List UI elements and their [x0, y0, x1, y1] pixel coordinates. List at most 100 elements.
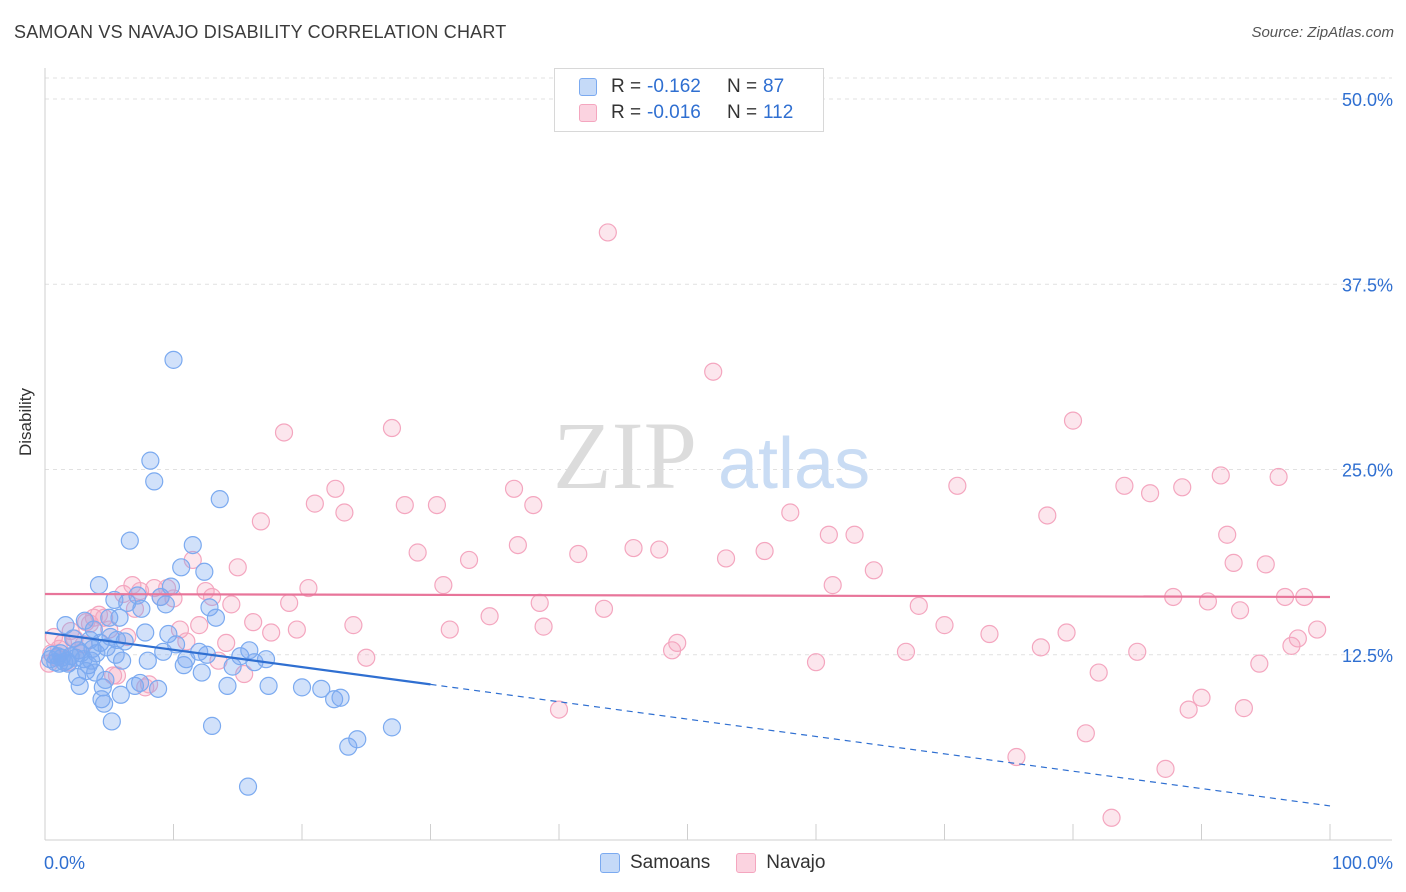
- data-point-navajo: [668, 633, 687, 653]
- data-point-navajo: [524, 495, 543, 515]
- data-point-navajo: [504, 479, 524, 498]
- data-point-navajo: [1224, 553, 1243, 572]
- data-point-navajo: [217, 633, 236, 653]
- data-point-samoans: [195, 562, 214, 581]
- data-point-navajo: [408, 543, 427, 562]
- data-point-samoans: [130, 673, 150, 693]
- data-point-samoans: [331, 688, 350, 707]
- data-point-navajo: [704, 362, 723, 381]
- points-layer: [39, 223, 1327, 827]
- data-point-samoans: [93, 678, 112, 697]
- data-point-samoans: [256, 650, 276, 669]
- series-legend-samoans[interactable]: Samoans: [600, 852, 710, 874]
- data-point-navajo: [1218, 525, 1237, 544]
- legend-r-value: -0.162: [647, 76, 701, 97]
- data-point-navajo: [569, 544, 588, 564]
- data-point-navajo: [650, 540, 669, 559]
- legend-row-samoans: R = -0.162 N = 87: [579, 75, 784, 99]
- data-point-samoans: [56, 616, 75, 635]
- legend-r-label: R =: [611, 102, 642, 123]
- data-point-navajo: [1031, 638, 1050, 657]
- legend-swatch-navajo: [579, 104, 597, 122]
- data-point-navajo: [781, 503, 800, 522]
- data-point-navajo: [287, 620, 306, 639]
- data-point-navajo: [1128, 642, 1147, 661]
- x-tick-label: 0.0%: [44, 853, 85, 873]
- data-point-navajo: [326, 479, 345, 498]
- watermark: ZIP atlas: [553, 402, 870, 509]
- y-tick-label: 37.5%: [1342, 275, 1393, 295]
- data-point-navajo: [382, 418, 402, 438]
- data-point-navajo: [244, 613, 263, 632]
- data-point-navajo: [948, 476, 967, 495]
- data-point-navajo: [1007, 747, 1026, 767]
- data-point-samoans: [312, 679, 331, 698]
- data-point-navajo: [935, 616, 954, 635]
- y-tick-label: 12.5%: [1342, 646, 1393, 666]
- data-point-navajo: [427, 495, 447, 515]
- axis-layer: [44, 68, 1392, 841]
- data-point-navajo: [1115, 476, 1134, 495]
- data-point-samoans: [218, 676, 237, 695]
- data-point-navajo: [1282, 636, 1301, 655]
- data-point-samoans: [161, 577, 181, 596]
- data-point-navajo: [1156, 759, 1175, 778]
- chart-source: Source: ZipAtlas.com: [1251, 24, 1394, 41]
- legend-n-label: N =: [727, 102, 758, 123]
- label-layer: 12.5% 25.0% 37.5% 50.0% 0.0% 100.0%: [44, 90, 1393, 873]
- data-point-navajo: [549, 700, 569, 719]
- data-point-navajo: [1173, 478, 1192, 497]
- data-point-navajo: [459, 550, 479, 570]
- data-point-navajo: [594, 599, 614, 618]
- data-point-navajo: [262, 623, 281, 642]
- y-axis-label: Disability: [16, 387, 35, 456]
- legend-n-value: 112: [763, 102, 794, 123]
- data-point-samoans: [136, 623, 155, 642]
- data-point-samoans: [259, 676, 278, 695]
- data-point-samoans: [206, 608, 226, 627]
- data-point-navajo: [1211, 466, 1230, 485]
- legend-n-label: N =: [727, 76, 758, 97]
- data-point-samoans: [112, 651, 132, 670]
- series-legend-navajo[interactable]: Navajo: [736, 852, 825, 874]
- data-point-samoans: [87, 644, 106, 663]
- data-point-navajo: [299, 578, 318, 598]
- data-point-navajo: [1057, 623, 1076, 642]
- data-point-navajo: [274, 423, 294, 442]
- data-point-navajo: [1250, 654, 1269, 673]
- data-point-samoans: [107, 630, 127, 650]
- data-point-navajo: [344, 616, 363, 635]
- series-label-navajo: Navajo: [766, 852, 826, 873]
- x-tick-label: 100.0%: [1332, 853, 1393, 873]
- data-point-samoans: [183, 536, 202, 555]
- data-point-samoans: [200, 598, 219, 617]
- data-point-navajo: [716, 549, 736, 568]
- series-swatch-navajo: [736, 853, 757, 873]
- trend-layer: [44, 592, 1331, 807]
- data-point-navajo: [1063, 411, 1083, 430]
- legend-row-navajo: R = -0.016 N = 112: [579, 101, 793, 125]
- data-point-navajo: [280, 593, 299, 612]
- data-point-navajo: [251, 512, 270, 531]
- data-point-navajo: [177, 632, 196, 651]
- y-tick-label: 50.0%: [1342, 90, 1393, 110]
- data-point-samoans: [292, 678, 312, 697]
- data-point-navajo: [508, 536, 527, 555]
- data-point-navajo: [357, 648, 376, 667]
- data-point-samoans: [238, 777, 258, 796]
- trend-line-samoans: [44, 631, 431, 686]
- data-point-samoans: [192, 663, 211, 682]
- series-swatch-samoans: [600, 853, 620, 873]
- data-point-navajo: [624, 538, 643, 558]
- series-legend: Samoans Navajo: [600, 852, 851, 874]
- data-point-samoans: [96, 670, 115, 690]
- data-point-navajo: [1102, 808, 1121, 827]
- data-point-navajo: [1269, 467, 1288, 487]
- data-point-samoans: [89, 576, 109, 595]
- watermark-atlas: atlas: [718, 424, 870, 504]
- data-point-navajo: [222, 595, 241, 614]
- data-point-navajo: [823, 576, 842, 595]
- data-point-navajo: [909, 596, 928, 615]
- legend-r-value: -0.016: [647, 102, 701, 123]
